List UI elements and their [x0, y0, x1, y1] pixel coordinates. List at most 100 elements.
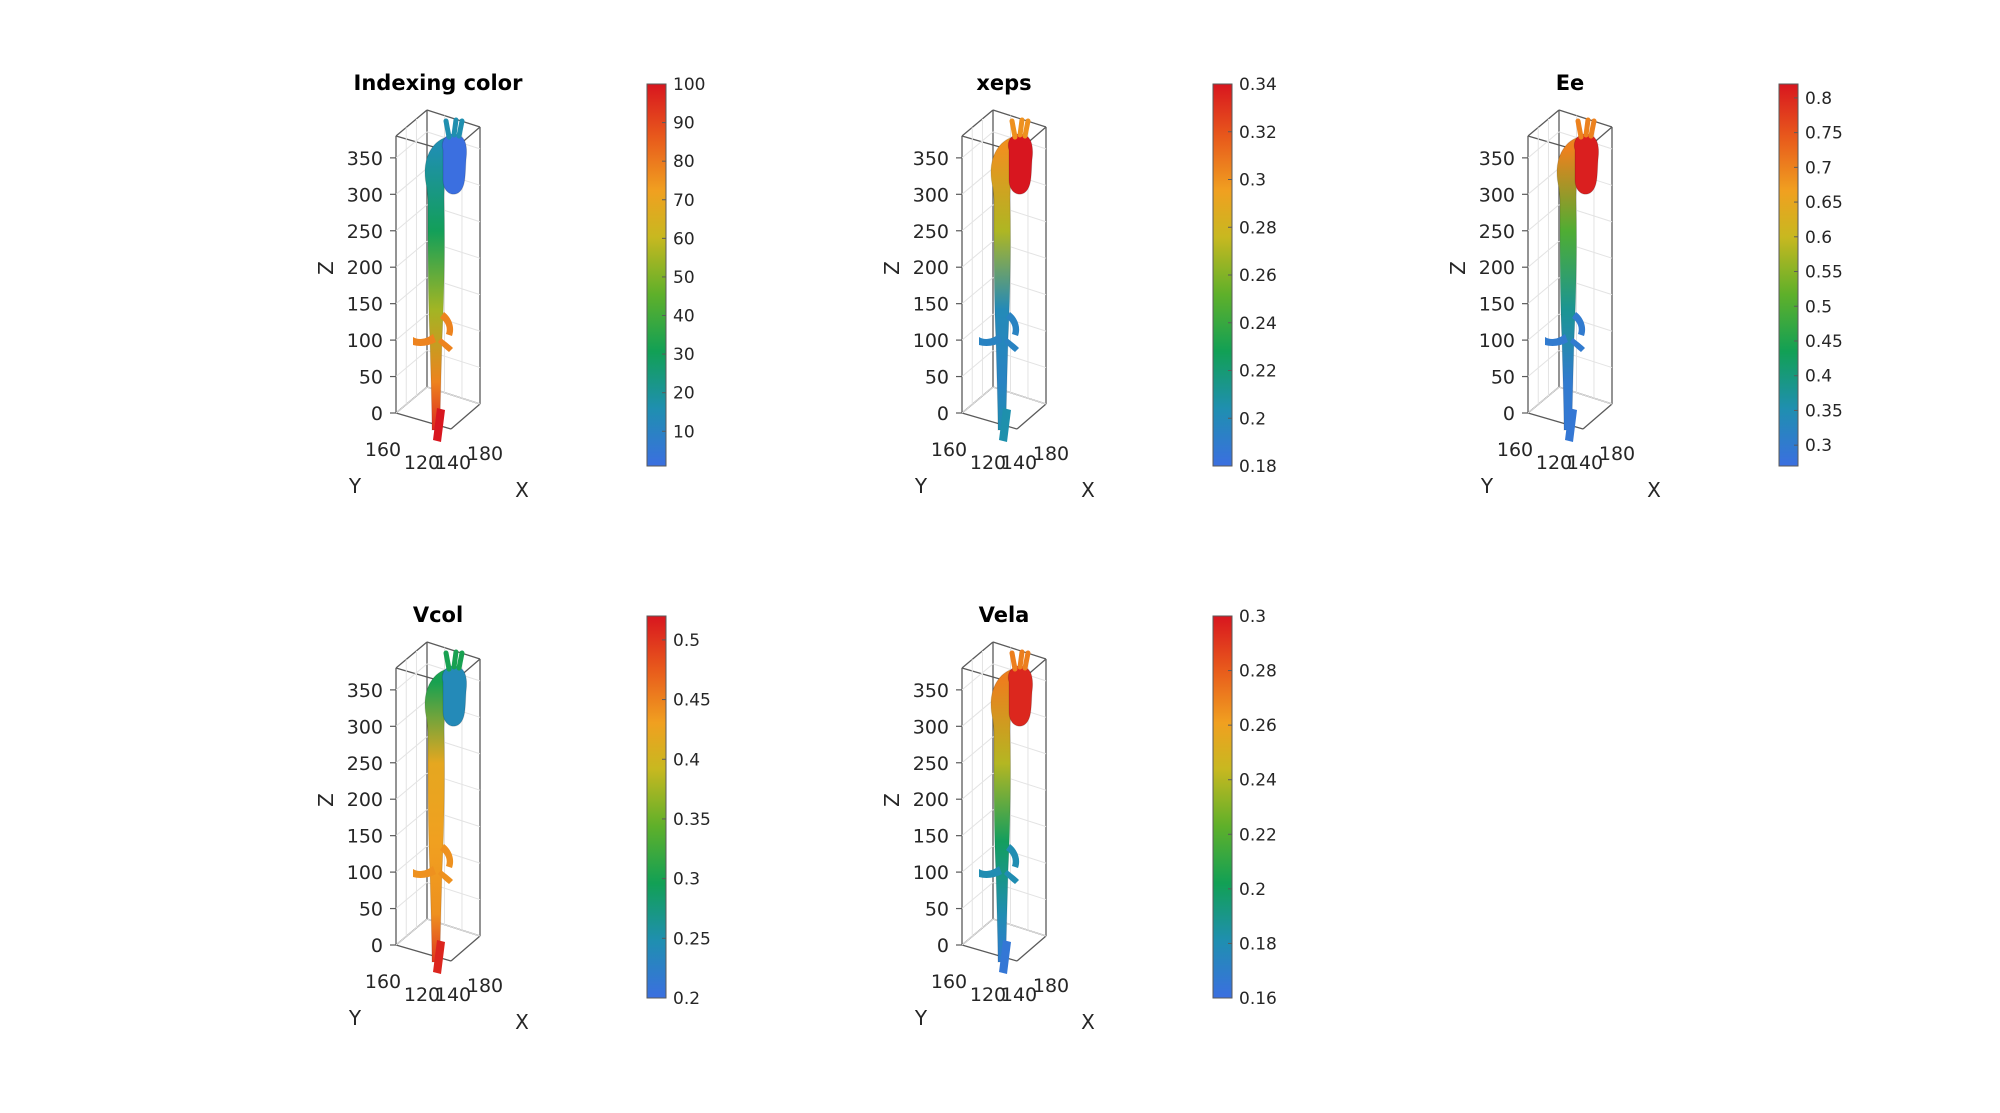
colorbar-tick-label: 0.4	[1805, 367, 1832, 387]
z-axis-label: Z	[314, 261, 338, 275]
grid-line	[395, 167, 428, 195]
colorbar-tick-label: 0.35	[1805, 401, 1843, 421]
y-tick-label: 160	[1497, 439, 1533, 461]
z-axis-ticks: 0 50 100 150 200 250 300 350	[913, 148, 962, 425]
colorbar-tick-label: 0.5	[673, 631, 700, 651]
colorbar: 0.16 0.18 0.2 0.22 0.24 0.26 0.28 0.3	[1212, 607, 1277, 1009]
colorbar-tick-label: 0.3	[673, 870, 700, 890]
colorbar: 10 20 30 40 50 60 70 80 90 100	[646, 75, 705, 467]
vessel-aortic-root	[441, 665, 468, 727]
y-axis-label: Y	[914, 1006, 928, 1030]
vessel-branch-right	[440, 844, 454, 868]
colorbar-tick-label: 0.28	[1239, 662, 1277, 682]
colorbar-tick-label: 50	[673, 268, 695, 288]
grid-line	[395, 277, 428, 305]
vessel-branch-right	[1006, 844, 1020, 868]
grid-line	[961, 386, 994, 414]
vessel-supra-aortic-2	[1017, 649, 1025, 670]
z-tick-label: 0	[937, 403, 949, 425]
grid-line	[961, 167, 994, 195]
colorbar-tick-label: 0.26	[1239, 716, 1277, 736]
colorbar-tick-label: 0.25	[673, 929, 711, 949]
vessel-surface	[979, 117, 1034, 442]
grid-line	[961, 699, 994, 727]
grid-line	[961, 918, 994, 946]
grid-line	[961, 736, 994, 764]
z-tick-label: 50	[359, 899, 383, 921]
vessel-surface	[413, 649, 468, 974]
x-tick-label: 180	[467, 443, 503, 465]
x-tick-label: 180	[467, 975, 503, 997]
y-tick-label: 160	[365, 971, 401, 993]
subplot-title: Indexing color	[354, 71, 524, 95]
grid-line	[395, 809, 428, 837]
z-tick-label: 150	[913, 294, 949, 316]
vessel-supra-aortic-3	[1022, 118, 1031, 139]
vessel-supra-aortic-3	[456, 650, 465, 671]
axes-box-edge	[1016, 935, 1047, 962]
axes-box-edge	[1558, 109, 1613, 128]
z-tick-label: 300	[347, 184, 383, 206]
z-tick-label: 250	[347, 753, 383, 775]
z-tick-label: 0	[371, 403, 383, 425]
colorbar-tick-label: 0.2	[673, 989, 700, 1009]
axes-box-edge	[395, 641, 428, 669]
colorbar-tick-label: 0.24	[1239, 771, 1277, 791]
grid-line	[395, 845, 428, 873]
z-tick-label: 100	[913, 862, 949, 884]
y-tick-label: 120	[970, 452, 1006, 474]
grid-line	[1527, 386, 1560, 414]
grid-line	[395, 350, 428, 377]
x-tick-label: 140	[1001, 984, 1037, 1006]
z-tick-label: 50	[925, 899, 949, 921]
vessel-supra-aortic-1	[1009, 118, 1018, 140]
z-axis-label: Z	[1446, 261, 1470, 275]
z-tick-label: 300	[913, 184, 949, 206]
colorbar-tick-label: 0.16	[1239, 989, 1277, 1009]
vessel-aortic-root	[441, 133, 468, 195]
grid-line	[961, 350, 994, 377]
grid-line	[395, 240, 428, 268]
z-tick-label: 350	[1479, 148, 1515, 170]
grid-line	[1527, 350, 1560, 377]
grid-line	[395, 918, 428, 946]
axes-box-edge	[1016, 403, 1047, 430]
grid-line	[961, 277, 994, 305]
vessel-branch-right-lower	[438, 870, 453, 884]
axes-box-edge	[992, 641, 1047, 660]
z-tick-label: 250	[347, 221, 383, 243]
z-axis-ticks: 0 50 100 150 200 250 300 350	[347, 148, 396, 425]
subplot-title: Vcol	[413, 603, 463, 627]
axes-box-edge	[961, 109, 994, 137]
grid-line	[961, 313, 994, 341]
colorbar: 0.3 0.35 0.4 0.45 0.5 0.55 0.6 0.65 0.7 0.75 0.8	[1778, 83, 1843, 467]
y-axis-label: Y	[1480, 474, 1494, 498]
vessel-branch-right	[440, 312, 454, 336]
grid-line	[961, 240, 994, 268]
colorbar-scale	[646, 615, 667, 999]
grid-line	[1527, 131, 1560, 159]
grid-line	[961, 204, 994, 232]
vessel-branch-right-lower	[1004, 338, 1019, 352]
colorbar-tick-label: 0.5	[1805, 297, 1832, 317]
z-axis-label: Z	[880, 793, 904, 807]
grid-line	[395, 736, 428, 764]
z-tick-label: 350	[347, 148, 383, 170]
y-tick-label: 120	[1536, 452, 1572, 474]
colorbar-tick-label: 0.2	[1239, 409, 1266, 429]
grid-line	[395, 313, 428, 341]
vessel-surface	[413, 117, 468, 442]
z-axis-ticks: 0 50 100 150 200 250 300 350	[347, 680, 396, 957]
colorbar-tick-label: 0.22	[1239, 825, 1277, 845]
